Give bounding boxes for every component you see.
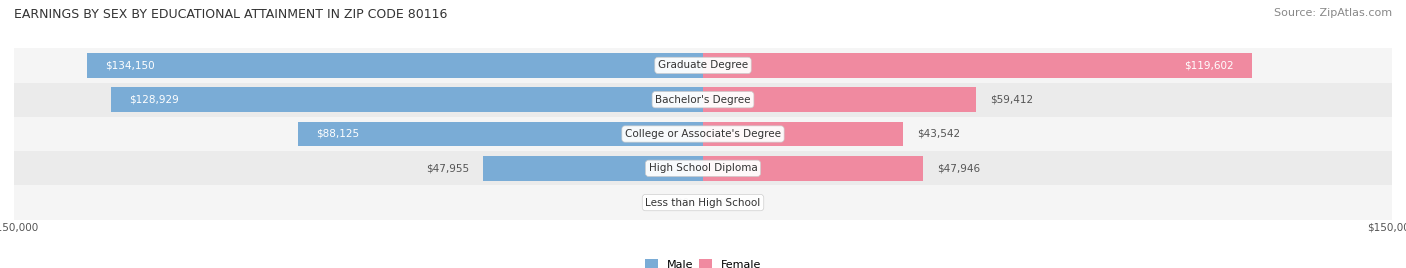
Text: $43,542: $43,542 [917, 129, 960, 139]
Text: College or Associate's Degree: College or Associate's Degree [626, 129, 780, 139]
Text: $47,946: $47,946 [936, 163, 980, 173]
Bar [14, 185, 1392, 220]
Bar [14, 48, 1392, 83]
Bar [703, 53, 1253, 78]
Bar [14, 117, 1392, 151]
Text: $59,412: $59,412 [990, 95, 1033, 105]
Bar [703, 87, 976, 112]
Text: EARNINGS BY SEX BY EDUCATIONAL ATTAINMENT IN ZIP CODE 80116: EARNINGS BY SEX BY EDUCATIONAL ATTAINMEN… [14, 8, 447, 21]
Text: $119,602: $119,602 [1184, 60, 1234, 70]
Text: Bachelor's Degree: Bachelor's Degree [655, 95, 751, 105]
Text: High School Diploma: High School Diploma [648, 163, 758, 173]
Bar [111, 87, 703, 112]
Text: Source: ZipAtlas.com: Source: ZipAtlas.com [1274, 8, 1392, 18]
Bar [87, 53, 703, 78]
Text: $134,150: $134,150 [105, 60, 155, 70]
Text: $47,955: $47,955 [426, 163, 470, 173]
Bar [703, 122, 903, 146]
Bar [298, 122, 703, 146]
Text: $0: $0 [676, 198, 689, 208]
Text: Graduate Degree: Graduate Degree [658, 60, 748, 70]
Text: $88,125: $88,125 [316, 129, 360, 139]
Text: $0: $0 [717, 198, 730, 208]
Bar [14, 83, 1392, 117]
Bar [703, 156, 924, 181]
Text: Less than High School: Less than High School [645, 198, 761, 208]
Bar [482, 156, 703, 181]
Bar [14, 151, 1392, 185]
Legend: Male, Female: Male, Female [640, 255, 766, 268]
Text: $128,929: $128,929 [129, 95, 179, 105]
